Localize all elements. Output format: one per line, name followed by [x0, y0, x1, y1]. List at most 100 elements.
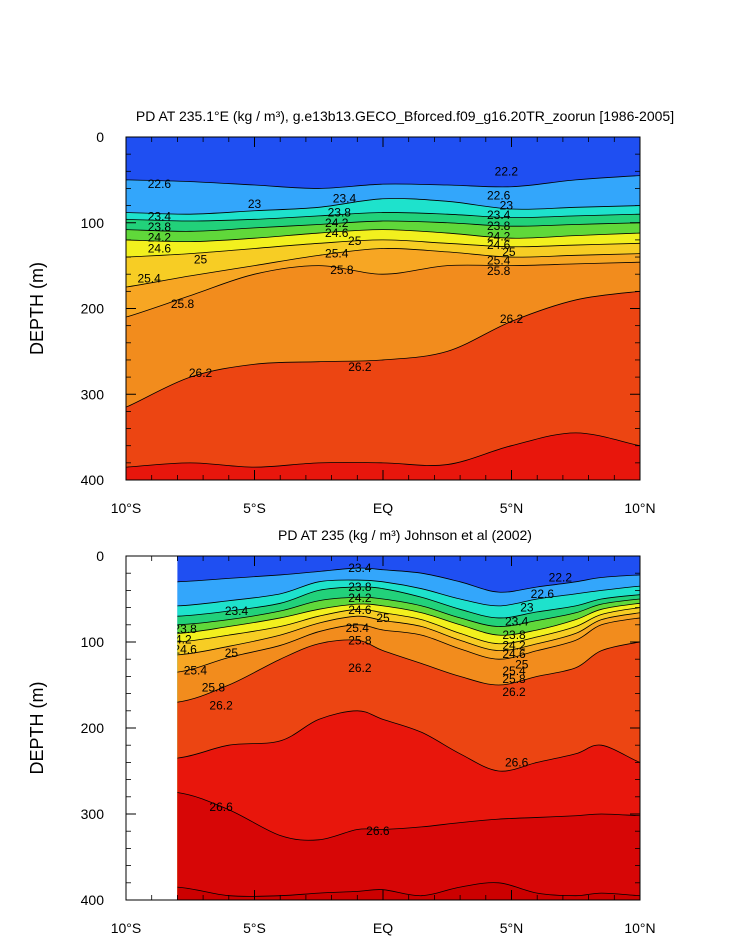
contour-label: 25.4 — [325, 247, 349, 261]
panel-bottom: 23.423.824.224.6 2525.425.826.223.423.824… — [27, 527, 656, 936]
contour-label: 25 — [376, 611, 390, 625]
contour-band-27-4 — [177, 882, 640, 900]
contour-label: 25.4 — [502, 664, 526, 678]
contour-label: 25 — [194, 253, 208, 267]
contour-label: 25.4 — [137, 271, 161, 285]
contour-label: 24.6 — [148, 241, 172, 255]
y-tick-label: 0 — [96, 129, 104, 145]
contour-line-25 — [126, 239, 640, 258]
contour-line-25 — [177, 607, 640, 645]
contour-line-25-8 — [126, 261, 640, 318]
contour-line-24-6 — [177, 602, 640, 636]
x-tick-label: 10°S — [111, 500, 142, 516]
contour-label: 25.8 — [348, 633, 372, 647]
contour-label: 25 — [515, 657, 529, 671]
contour-label: 23.8 — [173, 622, 197, 636]
x-tick-label: EQ — [373, 920, 393, 936]
y-tick-label: 400 — [81, 472, 105, 488]
y-tick-label: 300 — [81, 806, 105, 822]
contour-label: 24.2 — [487, 229, 511, 243]
contour-label: 24.2 — [148, 230, 172, 244]
contour-line-24-2 — [177, 596, 640, 627]
contour-line-23-8 — [126, 212, 640, 222]
contour-label: 25 — [348, 234, 362, 248]
contour-label: 25.4 — [487, 253, 511, 267]
contour-label: 23.4 — [487, 208, 511, 222]
contour-label: 24.2 — [348, 591, 372, 605]
contour-label: 23.4 — [505, 614, 529, 628]
y-tick-label: 400 — [81, 892, 105, 908]
y-axis-label: DEPTH (m) — [27, 682, 47, 775]
contour-label: 24.6 — [325, 226, 349, 240]
contour-band-27 — [177, 792, 640, 900]
contour-label: 22.6 — [531, 587, 555, 601]
contour-label: 23.4 — [148, 210, 172, 224]
y-tick-label: 100 — [81, 634, 105, 650]
y-tick-label: 100 — [81, 215, 105, 231]
contour-label: 26.2 — [348, 661, 372, 675]
contour-line-27 — [177, 792, 640, 841]
contour-label: 26.2 — [502, 685, 526, 699]
contour-line-23 — [126, 175, 640, 189]
panel-title: PD AT 235.1°E (kg / m³), g.e13b13.GECO_B… — [136, 108, 674, 124]
contour-label: 25.4 — [184, 663, 208, 677]
contour-line-24-2 — [126, 220, 640, 232]
contour-label: 23.8 — [502, 628, 526, 642]
contour-label: 22.2 — [549, 571, 573, 585]
contour-label: 23.4 — [225, 604, 249, 618]
contour-label: 26.2 — [209, 699, 233, 713]
contour-line-23-4 — [177, 579, 640, 607]
contour-band-26-6 — [126, 432, 640, 480]
contour-label: 25.8 — [502, 672, 526, 686]
contour-line-23-8 — [177, 586, 640, 619]
contour-label: 23.8 — [487, 219, 511, 233]
x-tick-label: 5°N — [500, 920, 524, 936]
contour-line-25-4 — [126, 247, 640, 288]
contour-label: 25 — [502, 245, 516, 259]
contour-label: 24.2 — [325, 216, 349, 230]
contour-label: 23.4 — [333, 192, 357, 206]
contour-label: 26.2 — [189, 366, 213, 380]
contour-label: 23.8 — [348, 580, 372, 594]
y-tick-label: 200 — [81, 720, 105, 736]
contour-line-27-4 — [177, 882, 640, 897]
x-tick-label: 5°S — [243, 500, 266, 516]
x-tick-label: 5°S — [243, 920, 266, 936]
x-tick-label: 10°N — [624, 920, 655, 936]
y-tick-label: 300 — [81, 386, 105, 402]
contour-label: 26.6 — [366, 824, 390, 838]
x-tick-label: 10°S — [111, 920, 142, 936]
contour-label: 22.6 — [148, 177, 172, 191]
contour-label: 23 — [520, 601, 534, 615]
contour-label: 25.8 — [171, 297, 195, 311]
x-tick-label: 10°N — [624, 500, 655, 516]
y-axis-label: DEPTH (m) — [27, 262, 47, 355]
x-tick-label: EQ — [373, 500, 393, 516]
contour-line-26-6 — [126, 432, 640, 468]
panel-top: 22.62323.423.824.224.62525.425.826.223.4… — [27, 108, 674, 516]
contour-label: 25.8 — [487, 264, 511, 278]
contour-fill-area: 22.62323.423.824.224.62525.425.826.223.4… — [126, 137, 640, 480]
contour-label: 23 — [248, 197, 262, 211]
contour-fill-area: 23.423.824.224.6 2525.425.826.223.423.824… — [168, 556, 640, 900]
contour-label: 24.2 — [502, 638, 526, 652]
contour-label: 26.6 — [209, 800, 233, 814]
contour-label: 26.6 — [505, 755, 529, 769]
contour-label: 24.6 — [348, 603, 372, 617]
contour-label: 23.8 — [328, 205, 352, 219]
contour-label: 23.8 — [148, 220, 172, 234]
contour-line-26-6 — [177, 710, 640, 772]
contour-label: 23 — [500, 199, 514, 213]
contour-label: 26.2 — [348, 360, 372, 374]
contour-label: 22.2 — [495, 164, 519, 178]
contour-label: 24.2 — [168, 632, 192, 646]
contour-band-26-2 — [126, 291, 640, 480]
contour-line-25-8 — [177, 617, 640, 673]
contour-label: 25.8 — [330, 263, 354, 277]
contour-line-23 — [177, 567, 640, 593]
contour-label: 24.6 — [502, 647, 526, 661]
contour-line-24-6 — [126, 229, 640, 243]
contour-label: 24.6 — [173, 643, 197, 657]
contour-line-26-2 — [177, 639, 640, 703]
